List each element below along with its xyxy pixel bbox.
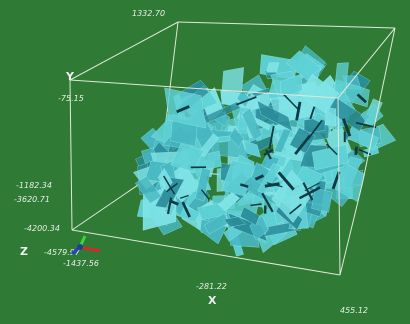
fracture-trace xyxy=(163,175,176,195)
tick-origin-z: -4579.97 xyxy=(44,248,81,257)
fracture-trace xyxy=(304,182,320,192)
fracture-trace xyxy=(295,101,302,121)
fracture-trace xyxy=(354,146,358,156)
fracture-plane xyxy=(223,216,246,228)
fracture-plane xyxy=(286,50,321,81)
fracture-plane xyxy=(243,140,261,158)
tick-x-far: 455.12 xyxy=(340,306,368,315)
fracture-plane xyxy=(289,127,316,154)
fracture-trace xyxy=(169,199,179,206)
fracture-plane xyxy=(294,165,323,190)
fracture-trace xyxy=(254,174,265,181)
fracture-plane xyxy=(170,143,205,173)
bounding-box-front-edges xyxy=(69,27,396,276)
fracture-plane xyxy=(312,144,350,171)
fracture-plane xyxy=(217,192,240,211)
fracture-plane xyxy=(241,108,263,141)
fracture-trace xyxy=(181,201,191,218)
fracture-trace xyxy=(356,93,367,104)
fracture-trace xyxy=(250,203,262,207)
fracture-trace xyxy=(166,182,178,193)
tick-top-corner: 1332.70 xyxy=(132,9,165,18)
fracture-trace xyxy=(166,197,173,215)
fracture-trace xyxy=(176,105,190,114)
fracture-trace xyxy=(264,182,280,188)
fracture-trace xyxy=(283,93,300,111)
axis-name-x: X xyxy=(208,294,217,307)
fracture-plane xyxy=(240,206,260,226)
fracture-plane xyxy=(237,89,251,108)
fracture-trace xyxy=(289,203,302,215)
fracture-plane xyxy=(273,128,292,153)
fracture-trace xyxy=(200,189,210,200)
fracture-trace xyxy=(261,192,274,213)
fracture-trace xyxy=(331,171,341,190)
axis-name-y: Y xyxy=(65,70,75,83)
fracture-trace xyxy=(265,149,272,160)
fracture-trace xyxy=(355,121,377,129)
fracture-plane xyxy=(298,73,340,114)
fracture-trace xyxy=(268,125,275,150)
fracture-trace xyxy=(307,119,323,140)
fracture-plane xyxy=(229,127,244,148)
triad-origin-dot xyxy=(77,244,83,250)
axis-name-z: Z xyxy=(20,245,28,258)
fracture-plane xyxy=(311,188,333,213)
tick-origin-x: -1437.56 xyxy=(63,259,99,268)
fracture-trace xyxy=(341,118,352,137)
tick-z-a: -3620.71 xyxy=(14,195,50,204)
tick-x-mid: -281.22 xyxy=(196,282,227,291)
fracture-trace xyxy=(326,143,338,156)
fracture-trace xyxy=(239,183,249,188)
fracture-trace xyxy=(298,186,321,200)
fracture-plane xyxy=(154,177,185,209)
tick-z-b: -4200.34 xyxy=(24,224,60,233)
fracture-trace xyxy=(236,96,257,106)
xyz-axis-triad-icon xyxy=(71,235,101,256)
tick-y-mid: -75.15 xyxy=(58,94,84,103)
fracture-plane xyxy=(134,176,162,204)
fracture-planes xyxy=(133,45,397,257)
fracture-trace xyxy=(180,194,189,199)
tick-y-lower: -1182.34 xyxy=(16,181,52,190)
fracture-plane xyxy=(266,62,280,73)
fracture-trace xyxy=(294,134,311,155)
fracture-trace xyxy=(302,182,314,201)
fracture-plane xyxy=(279,73,303,99)
fracture-trace xyxy=(263,148,274,157)
fracture-plane xyxy=(194,167,211,202)
fracture-plane xyxy=(256,100,293,132)
triad-x-arrow xyxy=(79,245,101,253)
fracture-plane xyxy=(325,107,337,127)
fracture-trace xyxy=(309,106,316,120)
fracture-trace xyxy=(277,171,295,191)
